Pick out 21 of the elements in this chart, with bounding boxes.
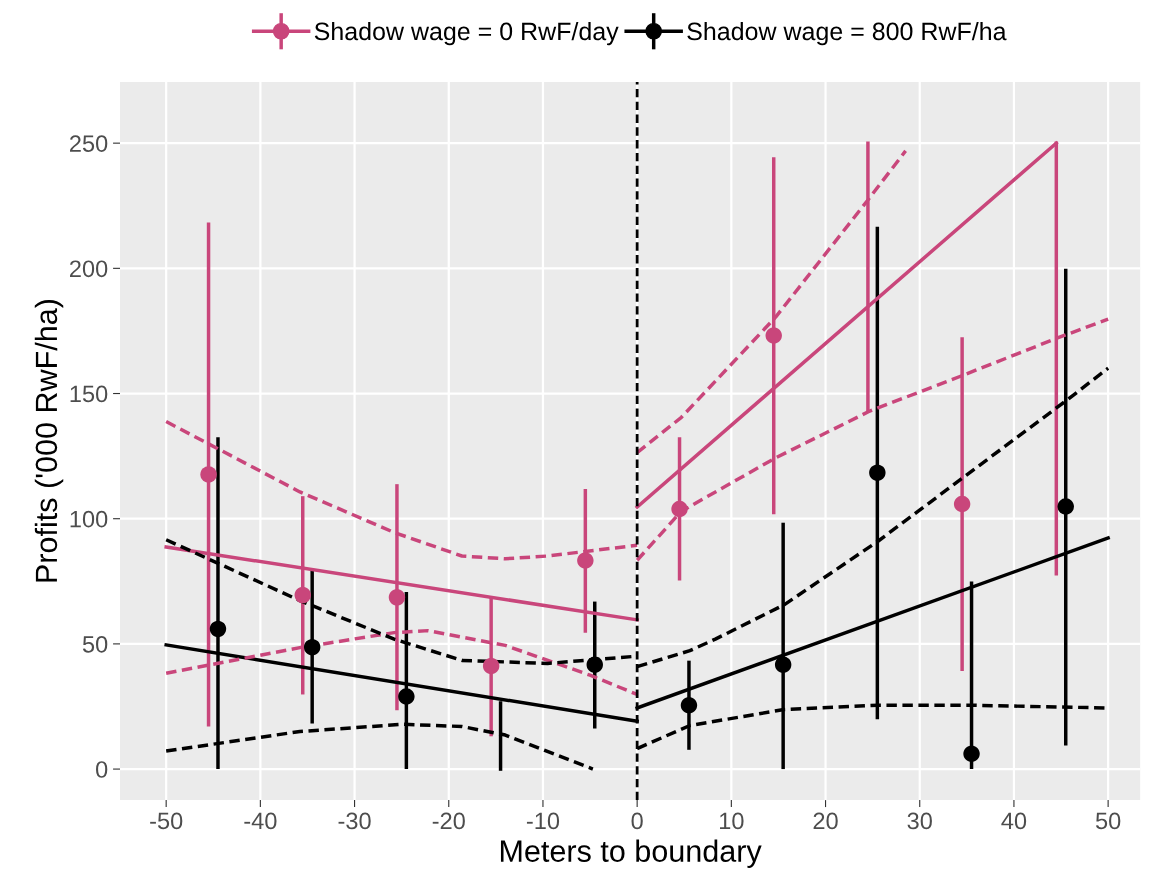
y-tick-label: 50	[82, 635, 108, 653]
x-tick-label: -20	[432, 812, 465, 830]
x-tick-label: 30	[907, 812, 932, 830]
legend-label: Shadow wage = 800 RwF/ha	[687, 21, 1007, 46]
y-tick-label: 0	[96, 761, 108, 778]
x-tick-label: 10	[720, 812, 744, 830]
y-tick-label: 250	[70, 135, 108, 152]
x-tick-label: -40	[244, 812, 277, 830]
y-tick-label: 150	[70, 385, 108, 403]
y-tick-label: 100	[70, 510, 108, 528]
y-tick-label: 200	[70, 260, 108, 278]
x-axis-title: Meters to boundary	[500, 839, 762, 868]
y-axis-title: Profits ('000 RwF/ha)	[34, 299, 64, 582]
x-tick-label: -10	[526, 812, 560, 830]
x-tick-label: -50	[150, 812, 183, 830]
legend-label: Shadow wage = 0 RwF/day	[314, 21, 619, 46]
x-tick-label: 20	[813, 812, 838, 830]
x-tick-label: -30	[338, 812, 371, 830]
x-tick-label: 0	[631, 812, 643, 830]
x-tick-label: 40	[1001, 812, 1027, 830]
x-tick-label: 50	[1095, 812, 1121, 830]
